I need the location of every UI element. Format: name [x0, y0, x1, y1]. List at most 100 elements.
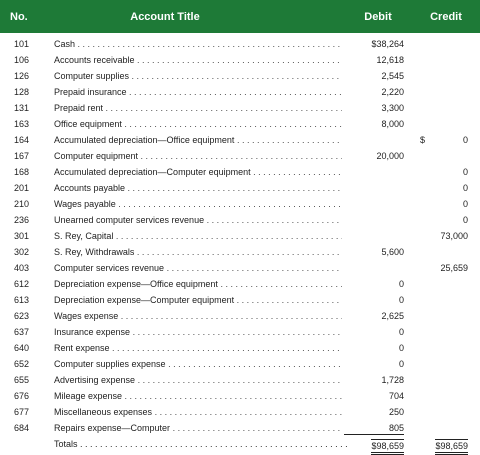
- debit-value: 2,545: [381, 71, 404, 81]
- account-title: Prepaid insurance: [54, 87, 342, 97]
- debit-value: 3,300: [381, 103, 404, 113]
- account-title: Accounts payable: [54, 183, 342, 193]
- credit-value: 0: [462, 135, 468, 145]
- account-number: 301: [14, 231, 30, 241]
- table-row: 637 Insurance expense 0: [0, 324, 480, 340]
- account-title: Advertising expense: [54, 375, 342, 385]
- account-number: 201: [14, 183, 30, 193]
- account-number: 613: [14, 295, 30, 305]
- table-row: 163 Office equipment 8,000: [0, 116, 480, 132]
- table-row: 403 Computer services revenue 25,659: [0, 260, 480, 276]
- account-title: Office equipment: [54, 119, 342, 129]
- table-row: 652 Computer supplies expense 0: [0, 356, 480, 372]
- credit-value: 73,000: [440, 231, 468, 241]
- table-row: 640 Rent expense 0: [0, 340, 480, 356]
- account-title: S. Rey, Withdrawals: [54, 247, 342, 257]
- table-row: 677 Miscellaneous expenses 250: [0, 404, 480, 420]
- account-number: 652: [14, 359, 30, 369]
- debit-value: 0: [398, 343, 404, 353]
- debit-value: 12,618: [376, 55, 404, 65]
- account-title: Computer supplies expense: [54, 359, 342, 369]
- totals-row: Totals $98,659 $98,659: [0, 436, 480, 455]
- account-number: 106: [14, 55, 30, 65]
- account-number: 101: [14, 39, 30, 49]
- account-title: Repairs expense—Computer: [54, 423, 342, 433]
- debit-value: 0: [398, 295, 404, 305]
- totals-debit-cell: $98,659: [344, 439, 404, 455]
- debit-value: 2,220: [381, 87, 404, 97]
- account-number: 676: [14, 391, 30, 401]
- account-title: Accumulated depreciation—Office equipmen…: [54, 135, 342, 145]
- table-row: 302 S. Rey, Withdrawals 5,600: [0, 244, 480, 260]
- account-number: 236: [14, 215, 30, 225]
- account-number: 164: [14, 135, 30, 145]
- totals-label-cell: Totals: [54, 439, 348, 449]
- account-number: 131: [14, 103, 30, 113]
- totals-label: Totals: [54, 439, 348, 449]
- account-title: Computer services revenue: [54, 263, 342, 273]
- account-title: Computer supplies: [54, 71, 342, 81]
- account-number: 612: [14, 279, 30, 289]
- table-row: 168 Accumulated depreciation—Computer equ…: [0, 164, 480, 180]
- account-title: Wages expense: [54, 311, 342, 321]
- table-row: 167 Computer equipment 20,000: [0, 148, 480, 164]
- credit-value: 25,659: [440, 263, 468, 273]
- table-row: 612 Depreciation expense—Office equipment…: [0, 276, 480, 292]
- account-number: 655: [14, 375, 30, 385]
- account-number: 128: [14, 87, 30, 97]
- header-credit: Credit: [430, 11, 462, 23]
- account-title: Depreciation expense—Computer equipment: [54, 295, 342, 305]
- account-number: 623: [14, 311, 30, 321]
- credit-value: 0: [462, 183, 468, 193]
- debit-value: 250: [388, 407, 404, 417]
- debit-value: 805: [344, 423, 404, 435]
- account-title: S. Rey, Capital: [54, 231, 342, 241]
- debit-value: 8,000: [381, 119, 404, 129]
- table-row: 101 Cash $38,264: [0, 36, 480, 52]
- table-row: 126 Computer supplies 2,545: [0, 68, 480, 84]
- header-account-title: Account Title: [130, 11, 200, 23]
- account-number: 210: [14, 199, 30, 209]
- account-title: Depreciation expense—Office equipment: [54, 279, 342, 289]
- table-row: 131 Prepaid rent 3,300: [0, 100, 480, 116]
- table-header: No. Account Title Debit Credit: [0, 0, 480, 33]
- account-number: 640: [14, 343, 30, 353]
- table-row: 301 S. Rey, Capital 73,000: [0, 228, 480, 244]
- account-number: 168: [14, 167, 30, 177]
- debit-value: $38,264: [371, 39, 404, 49]
- account-number: 677: [14, 407, 30, 417]
- credit-value: 0: [462, 167, 468, 177]
- table-row: 613 Depreciation expense—Computer equipme…: [0, 292, 480, 308]
- table-row: 236 Unearned computer services revenue 0: [0, 212, 480, 228]
- debit-value: 0: [398, 279, 404, 289]
- table-row: 684 Repairs expense—Computer805: [0, 420, 480, 436]
- table-body: 101 Cash $38,264 106 Accounts receivable 12,6…: [0, 36, 480, 455]
- header-debit: Debit: [364, 11, 392, 23]
- table-row: 106 Accounts receivable 12,618: [0, 52, 480, 68]
- table-row: 655 Advertising expense 1,728: [0, 372, 480, 388]
- account-title: Rent expense: [54, 343, 342, 353]
- credit-value: 0: [462, 215, 468, 225]
- totals-debit: $98,659: [371, 439, 404, 455]
- account-title: Miscellaneous expenses: [54, 407, 342, 417]
- account-title: Accounts receivable: [54, 55, 342, 65]
- account-number: 637: [14, 327, 30, 337]
- account-title: Prepaid rent: [54, 103, 342, 113]
- table-row: 164 Accumulated depreciation—Office equip…: [0, 132, 480, 148]
- debit-value: 5,600: [381, 247, 404, 257]
- account-title: Cash: [54, 39, 342, 49]
- account-number: 126: [14, 71, 30, 81]
- account-number: 403: [14, 263, 30, 273]
- totals-credit: $98,659: [435, 439, 468, 455]
- debit-value: 20,000: [376, 151, 404, 161]
- table-row: 128 Prepaid insurance 2,220: [0, 84, 480, 100]
- account-title: Wages payable: [54, 199, 342, 209]
- account-title: Computer equipment: [54, 151, 342, 161]
- account-number: 167: [14, 151, 30, 161]
- totals-credit-cell: $98,659: [412, 439, 468, 455]
- account-title: Insurance expense: [54, 327, 342, 337]
- account-title: Mileage expense: [54, 391, 342, 401]
- credit-dollar-sign: $: [420, 135, 426, 145]
- credit-value: 0: [462, 199, 468, 209]
